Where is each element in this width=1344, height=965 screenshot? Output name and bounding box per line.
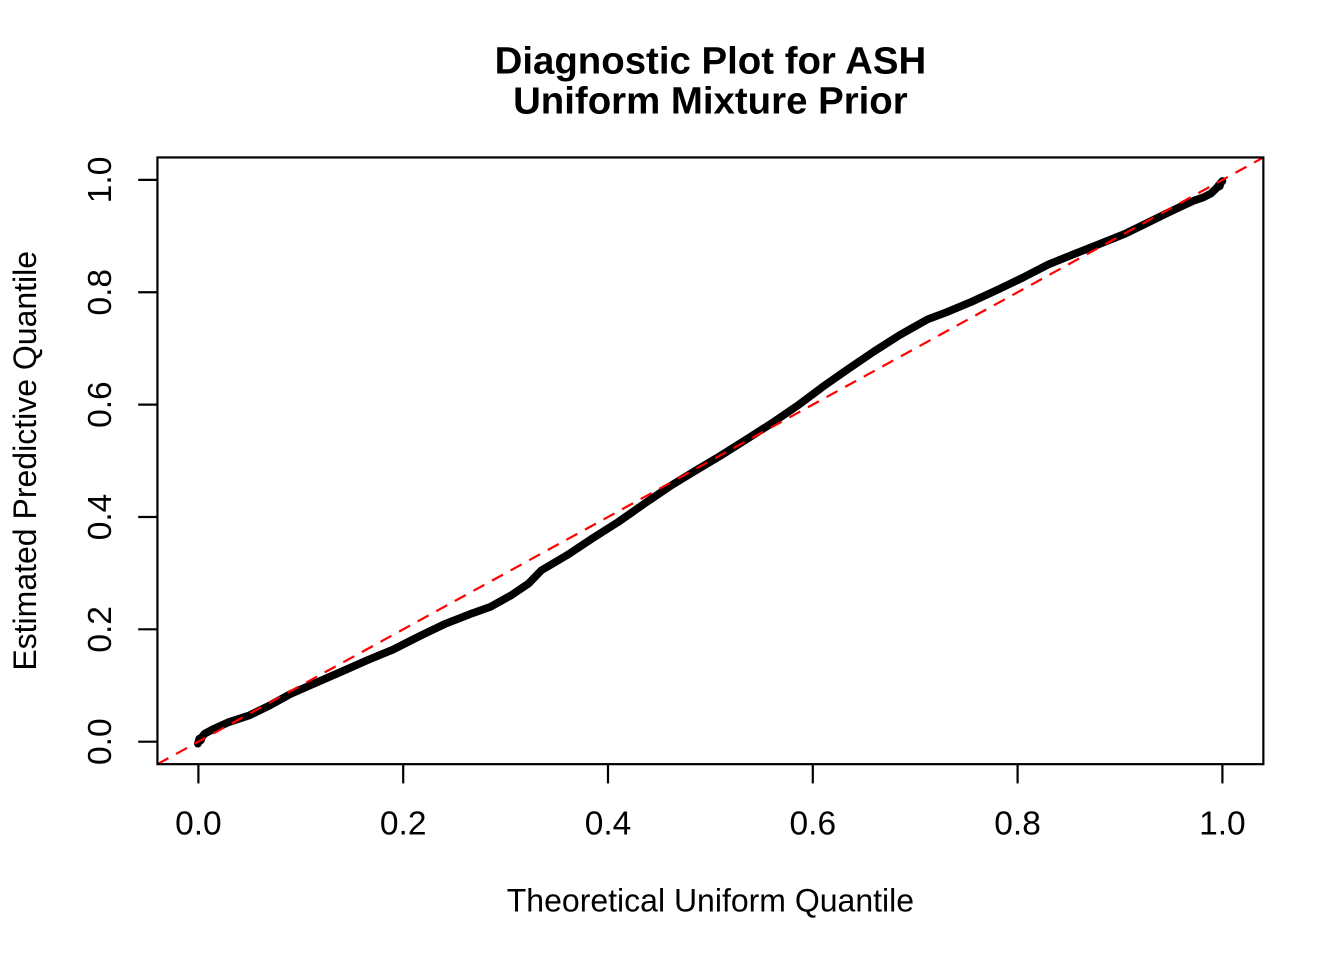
svg-text:0.4: 0.4 xyxy=(585,806,632,843)
svg-text:0.2: 0.2 xyxy=(380,806,427,843)
svg-text:0.6: 0.6 xyxy=(82,381,119,428)
svg-text:0.8: 0.8 xyxy=(82,269,119,316)
svg-text:0.0: 0.0 xyxy=(175,806,222,843)
svg-text:Theoretical Uniform Quantile: Theoretical Uniform Quantile xyxy=(507,882,914,918)
svg-text:1.0: 1.0 xyxy=(1199,806,1246,843)
svg-text:Estimated Predictive Quantile: Estimated Predictive Quantile xyxy=(7,251,43,671)
svg-text:1.0: 1.0 xyxy=(82,157,119,204)
svg-text:0.6: 0.6 xyxy=(790,806,837,843)
svg-text:Uniform Mixture Prior: Uniform Mixture Prior xyxy=(513,79,908,122)
svg-text:0.0: 0.0 xyxy=(82,718,119,765)
svg-text:0.2: 0.2 xyxy=(82,606,119,653)
svg-text:0.4: 0.4 xyxy=(82,494,119,541)
svg-text:0.8: 0.8 xyxy=(994,806,1041,843)
svg-text:Diagnostic Plot for ASH: Diagnostic Plot for ASH xyxy=(495,39,927,82)
